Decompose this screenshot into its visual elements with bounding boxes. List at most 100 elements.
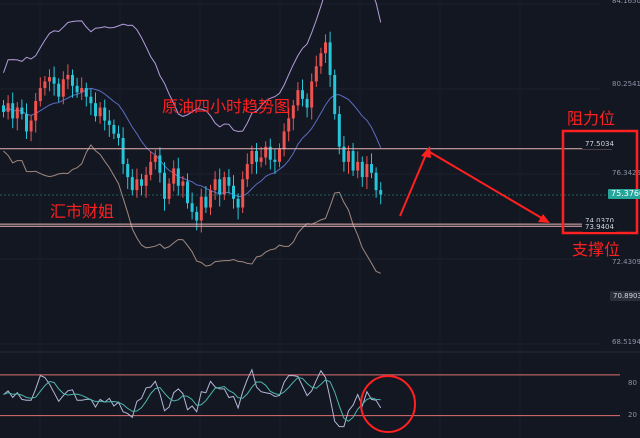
candle-body bbox=[232, 185, 235, 199]
marker-price-tag[interactable]: 70.8903 bbox=[610, 291, 640, 301]
candle-body bbox=[301, 90, 304, 99]
candle-body bbox=[126, 164, 130, 178]
candle-body bbox=[370, 164, 373, 173]
rsi-highlight-circle bbox=[360, 375, 416, 433]
candle-body bbox=[84, 87, 88, 97]
candle-body bbox=[34, 101, 38, 121]
candle-body bbox=[282, 131, 286, 149]
candle-body bbox=[291, 105, 295, 119]
candle-body bbox=[296, 90, 300, 106]
candle-body bbox=[204, 196, 208, 208]
candle-body bbox=[264, 146, 268, 158]
candle-body bbox=[61, 79, 65, 97]
candle-body bbox=[305, 98, 309, 108]
author-annotation: 汇市财姐 bbox=[50, 202, 115, 221]
candle-body bbox=[43, 81, 47, 88]
candle-body bbox=[227, 177, 231, 186]
candle-body bbox=[89, 96, 93, 104]
candle-body bbox=[57, 83, 61, 97]
candle-body bbox=[112, 124, 116, 134]
candlestick-series bbox=[2, 31, 383, 233]
rsi-axis: 80 20 bbox=[628, 379, 637, 419]
candle-body bbox=[149, 161, 153, 175]
candle-body bbox=[379, 190, 383, 195]
candle-body bbox=[319, 53, 323, 67]
candle-body bbox=[172, 168, 176, 184]
candle-body bbox=[11, 103, 15, 119]
candle-body bbox=[374, 172, 378, 191]
candle-body bbox=[29, 120, 33, 132]
down-arrow-line bbox=[427, 150, 546, 221]
candle-body bbox=[25, 114, 28, 132]
chart-title-annotation: 原油四小时趋势图 bbox=[162, 97, 291, 116]
current-price-tag[interactable]: 75.3760 bbox=[608, 189, 640, 199]
rsi-line-slow bbox=[3, 376, 381, 422]
upper-band bbox=[3, 0, 382, 133]
candle-body bbox=[360, 161, 364, 178]
candle-body bbox=[15, 107, 19, 119]
price-axis-tick: 68.5194 bbox=[612, 338, 640, 346]
candle-body bbox=[66, 74, 70, 80]
candle-body bbox=[167, 183, 171, 199]
candle-body bbox=[213, 179, 217, 191]
candle-body bbox=[255, 151, 258, 162]
candle-body bbox=[273, 159, 277, 162]
candle-body bbox=[268, 146, 272, 160]
candle-body bbox=[195, 211, 199, 221]
forecast-arrows bbox=[399, 146, 550, 223]
candle-body bbox=[209, 190, 212, 208]
candle-body bbox=[20, 107, 24, 115]
candle-body bbox=[199, 196, 203, 221]
candle-body bbox=[314, 66, 318, 82]
candle-body bbox=[94, 103, 97, 117]
candle-body bbox=[103, 107, 107, 121]
candle-body bbox=[6, 103, 10, 112]
price-axis-tick: 80.2541 bbox=[612, 80, 640, 88]
candle-body bbox=[342, 146, 346, 162]
up-arrow-line bbox=[399, 151, 428, 217]
candle-body bbox=[287, 118, 291, 132]
candle-body bbox=[163, 172, 166, 199]
candle-body bbox=[333, 74, 337, 115]
candle-body bbox=[38, 87, 42, 102]
candle-body bbox=[337, 114, 341, 147]
candle-body bbox=[328, 42, 332, 75]
candle-body bbox=[121, 137, 125, 165]
candle-body bbox=[356, 161, 360, 171]
candle-body bbox=[222, 177, 226, 195]
price-axis-tick: 84.1650 bbox=[612, 0, 640, 5]
candle-body bbox=[236, 198, 240, 208]
resistance-price-tag: 77.5034 bbox=[582, 139, 617, 149]
price-levels bbox=[0, 148, 640, 227]
resistance-annotation: 阻力位 bbox=[567, 109, 616, 128]
candle-body bbox=[186, 181, 189, 204]
up-arrowhead bbox=[421, 146, 431, 158]
rsi-panel bbox=[0, 368, 620, 428]
lower-band bbox=[3, 144, 381, 274]
candle-body bbox=[250, 151, 254, 165]
candle-body bbox=[245, 164, 249, 180]
candle-body bbox=[181, 181, 185, 186]
rsi-axis-tick: 80 bbox=[628, 379, 637, 387]
candle-body bbox=[144, 174, 148, 186]
candle-body bbox=[347, 151, 350, 162]
resistance-box bbox=[561, 129, 639, 235]
support-price-tag-2: 73.9404 bbox=[582, 222, 617, 232]
candle-body bbox=[158, 155, 162, 173]
candle-body bbox=[80, 87, 84, 93]
support-price-tag-1: 74.0370 bbox=[582, 216, 617, 226]
candle-body bbox=[117, 133, 120, 138]
candle-body bbox=[98, 107, 102, 117]
candle-body bbox=[310, 81, 314, 108]
price-axis[interactable]: 84.1650 80.2541 76.3425 72.4309 68.5194 bbox=[612, 0, 640, 346]
price-axis-tick: 72.4309 bbox=[612, 258, 640, 266]
candle-body bbox=[176, 168, 180, 186]
candle-body bbox=[135, 179, 139, 191]
candle-body bbox=[241, 179, 245, 208]
middle-band bbox=[3, 87, 382, 198]
candle-body bbox=[365, 164, 369, 178]
down-arrowhead bbox=[538, 214, 550, 223]
candle-body bbox=[351, 151, 355, 171]
